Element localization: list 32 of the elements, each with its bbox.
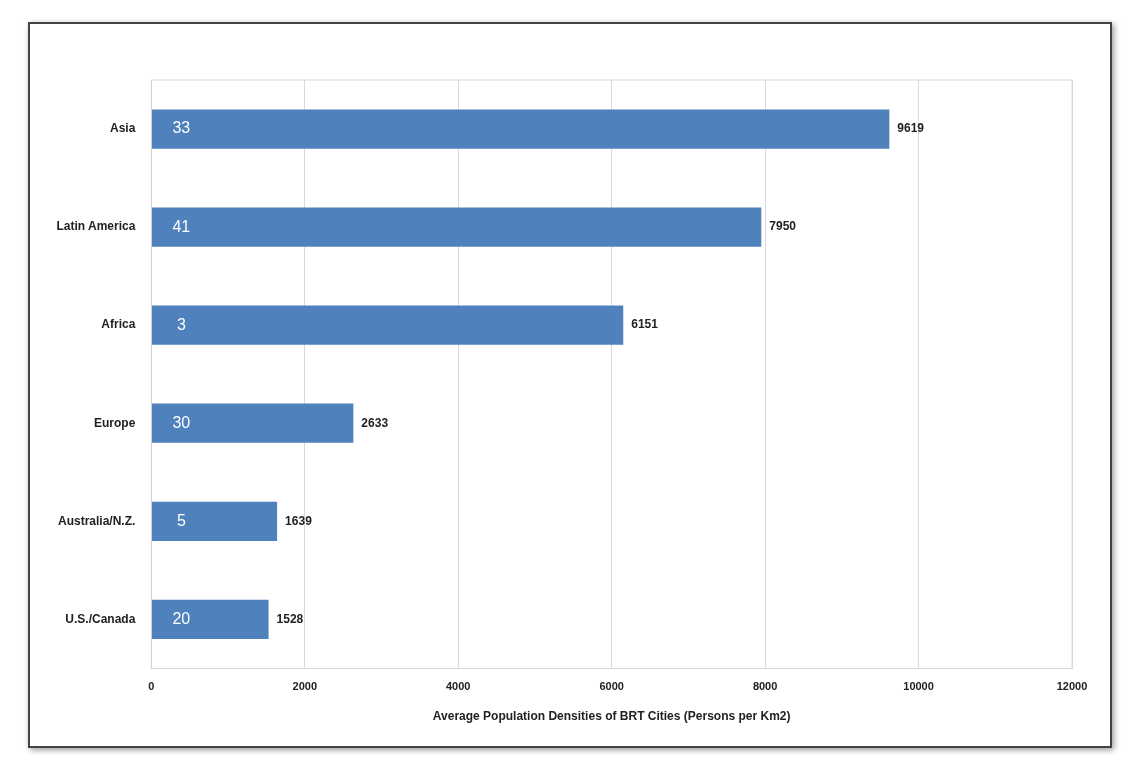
- annotation: 33: [172, 119, 191, 137]
- data-label: 1639: [285, 513, 313, 528]
- bar: [151, 501, 278, 541]
- annotation: 20: [172, 609, 191, 627]
- y-tick-label: Australia/N.Z.: [58, 513, 136, 528]
- annotation: 5: [176, 511, 186, 529]
- bar: [151, 599, 269, 639]
- y-tick-label: U.S./Canada: [65, 611, 136, 626]
- data-label: 9619: [897, 121, 925, 136]
- bar: [151, 109, 890, 149]
- x-tick-label: 6000: [599, 680, 624, 693]
- data-label: 7950: [769, 219, 797, 234]
- y-tick-label: Europe: [94, 415, 136, 430]
- y-tick-label: Latin America: [56, 219, 136, 234]
- x-tick-label: 8000: [752, 680, 778, 693]
- annotation: 30: [172, 413, 191, 431]
- data-label: 1528: [276, 611, 304, 626]
- x-tick-label: 2000: [292, 680, 318, 693]
- bar: [151, 305, 624, 345]
- data-label: 2633: [361, 415, 389, 430]
- x-tick-label: 0: [148, 680, 155, 693]
- x-axis-title: Average Population Densities of BRT Cities (Persons per Km2): [432, 709, 791, 724]
- y-tick-label: Africa: [101, 317, 136, 332]
- y-tick-label: Asia: [110, 121, 136, 136]
- data-label: 6151: [631, 317, 659, 332]
- x-tick-label: 4000: [446, 680, 471, 693]
- bar: [151, 207, 762, 247]
- x-tick-label: 10000: [903, 680, 934, 693]
- bar: [151, 403, 354, 443]
- annotation: 41: [172, 217, 191, 235]
- x-tick-label: 12000: [1056, 680, 1088, 693]
- annotation: 3: [176, 315, 186, 333]
